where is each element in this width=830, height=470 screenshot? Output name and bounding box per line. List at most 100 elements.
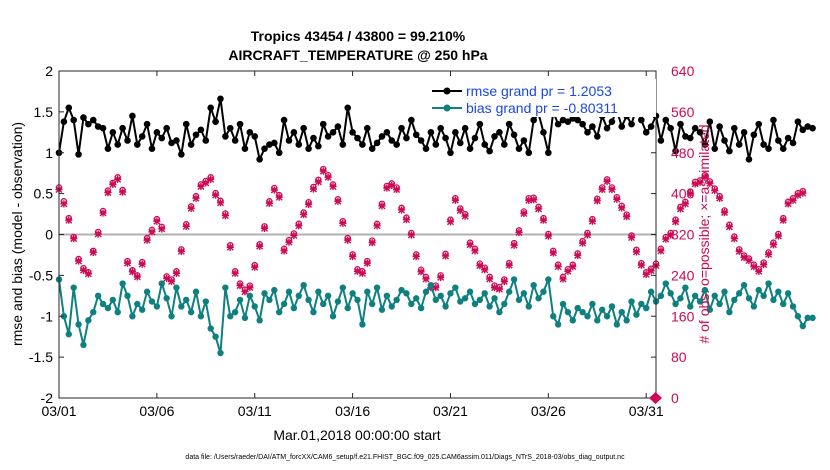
bias-point [417, 304, 425, 312]
obs-assimilated-point [304, 200, 313, 208]
bias-point [598, 306, 606, 313]
rmse-point [339, 141, 347, 148]
bias-point [638, 300, 645, 308]
obs-assimilated-point [280, 247, 288, 255]
obs-assimilated-point [349, 252, 357, 261]
obs-assimilated-point [148, 228, 156, 236]
obs-assimilated-point [177, 247, 185, 255]
chart-title-line2: AIRCRAFT_TEMPERATURE @ 250 hPa [228, 47, 487, 63]
rmse-point [452, 129, 459, 136]
obs-assimilated-point [481, 266, 489, 274]
rmse-point [168, 139, 175, 147]
bias-point [452, 284, 459, 291]
legend-box [428, 79, 656, 117]
obs-assimilated-point [799, 189, 807, 197]
obs-assimilated-point [730, 234, 738, 243]
obs-assimilated-point [60, 200, 68, 208]
bias-point [491, 295, 498, 302]
bias-point [589, 300, 596, 308]
bias-point [564, 308, 572, 316]
rmse-point [138, 133, 146, 140]
bias-point [422, 288, 430, 295]
rmse-point [197, 126, 205, 134]
rmse-point [775, 137, 782, 144]
rmse-point [672, 147, 679, 155]
bias-point [750, 303, 758, 310]
bias-point [339, 284, 347, 291]
rmse-point [579, 120, 586, 128]
bias-point [657, 292, 665, 300]
obs-assimilated-point [554, 263, 562, 271]
y-right-tick-label: 400 [671, 186, 695, 202]
bias-point [794, 313, 802, 320]
obs-assimilated-point [510, 241, 518, 249]
bias-point [745, 295, 753, 302]
rmse-point [740, 129, 748, 136]
bias-point [618, 308, 625, 316]
y-right-tick-label: 480 [671, 145, 695, 161]
y-right-tick-label: 320 [671, 227, 695, 243]
bias-point [158, 280, 165, 287]
bias-point [603, 313, 611, 320]
rmse-point [133, 141, 141, 148]
bias-point [716, 300, 723, 308]
bias-point [354, 296, 361, 304]
obs-assimilated-point [725, 223, 734, 231]
bias-point [393, 296, 400, 304]
bias-point [461, 295, 469, 302]
bias-point [99, 300, 107, 308]
rmse-point [545, 149, 552, 157]
rmse-point [114, 141, 122, 148]
bias-point [691, 292, 699, 300]
bias-point [148, 298, 156, 305]
rmse-point [691, 124, 699, 132]
x-axis-label: Mar.01,2018 00:00:00 start [273, 427, 440, 443]
bias-point [711, 292, 718, 300]
bias-point [809, 314, 816, 322]
bias-point [476, 296, 484, 304]
bias-point [696, 298, 704, 305]
rmse-point [608, 118, 616, 125]
rmse-point [677, 120, 684, 128]
rmse-point [246, 129, 254, 136]
obs-assimilated-point [84, 270, 92, 278]
obs-assimilated-point [549, 249, 557, 257]
bias-point [227, 313, 234, 320]
obs-assimilated-point [324, 173, 332, 181]
obs-assimilated-point [94, 230, 102, 238]
y-tick-label: -1.5 [29, 349, 53, 365]
bias-point [706, 306, 714, 313]
obs-assimilated-point [65, 216, 73, 224]
obs-assimilated-point [701, 173, 709, 181]
rmse-point [456, 139, 464, 147]
obs-assimilated-point [627, 233, 636, 242]
bias-point [486, 303, 493, 310]
obs-assimilated-point [373, 222, 381, 230]
obs-assimilated-point [353, 267, 362, 275]
bias-point [94, 292, 102, 300]
bias-point [594, 317, 601, 324]
series-lines [55, 95, 816, 357]
obs-assimilated-point [760, 261, 768, 269]
bias-point [290, 304, 298, 312]
rmse-point [280, 116, 288, 124]
rmse-point [412, 131, 420, 139]
obs-assimilated-point [123, 259, 132, 267]
obs-assimilated-point [182, 222, 190, 230]
data-file-footer: data file: /Users/raeder/DAI/ATM_forcXX/… [185, 454, 625, 461]
bias-point [481, 290, 488, 297]
rmse-point [295, 141, 303, 148]
rmse-point [226, 124, 234, 132]
obs-assimilated-point [290, 231, 298, 240]
y-axis-label: rmse and bias (model - observation) [9, 122, 25, 346]
rmse-point [716, 123, 723, 130]
obs-assimilated-point [779, 216, 787, 224]
bias-point [687, 303, 694, 310]
bias-point [735, 290, 743, 297]
rmse-point [65, 104, 73, 112]
obs-assimilated-point [500, 277, 508, 286]
obs-assimilated-point [437, 273, 445, 282]
bias-point [324, 292, 332, 300]
rmse-point [99, 124, 107, 132]
